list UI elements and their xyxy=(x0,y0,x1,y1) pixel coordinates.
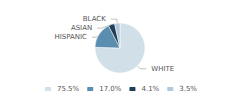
svg-text:WHITE: WHITE xyxy=(151,65,174,73)
svg-text:75.5%: 75.5% xyxy=(57,85,80,93)
svg-text:3.5%: 3.5% xyxy=(179,85,197,93)
svg-text:4.1%: 4.1% xyxy=(141,85,159,93)
svg-text:HISPANIC: HISPANIC xyxy=(54,33,87,41)
svg-text:ASIAN: ASIAN xyxy=(71,24,92,32)
svg-text:17.0%: 17.0% xyxy=(99,85,122,93)
svg-text:BLACK: BLACK xyxy=(83,15,106,23)
